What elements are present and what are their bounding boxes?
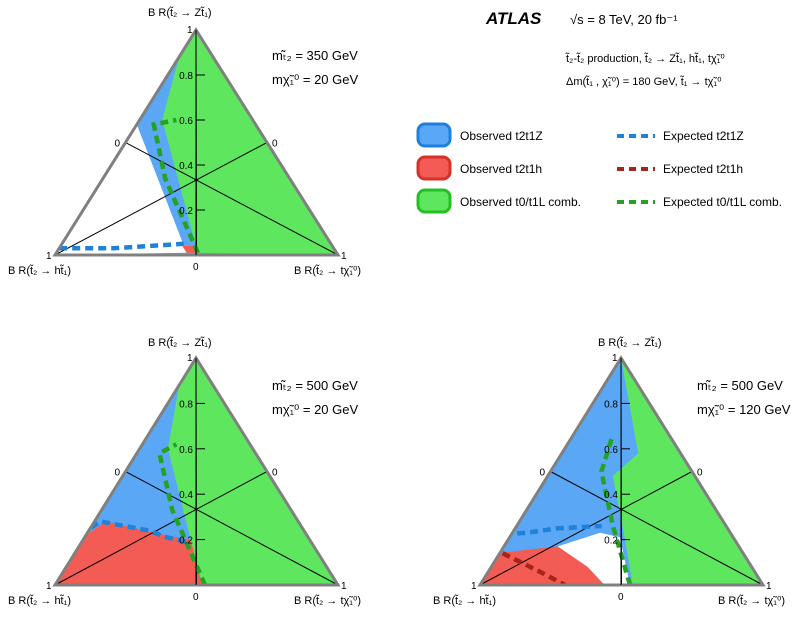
- corner-label-left-top-left: B R(t̃₂ → ht̃₁): [8, 264, 71, 277]
- median-line-2-bottom-right: [550, 471, 764, 586]
- corner-label-top-bottom-right: B R(t̃₂ → Zt̃₁): [598, 336, 662, 349]
- region-uncovered-bottom-right: [557, 532, 630, 585]
- axis-tick-label-bottom-left: 0.6: [179, 445, 193, 456]
- side-label-mid-left-bottom-right: 0: [540, 468, 546, 479]
- axis-tick-label-bottom-right: 0.4: [604, 490, 618, 501]
- mass-label-neutralino-top-left: mχ̃₁⁰ = 20 GeV: [272, 72, 358, 87]
- legend-swatch-observed-t2t1z: [416, 122, 452, 148]
- expected-expected-t0-t1l-comb--bottom-left: [156, 442, 208, 585]
- corner-label-top-top-left: B R(t̃₂ → Zt̃₁): [148, 6, 212, 19]
- legend-label-expected-t2t1z: Expected t2t1Z: [663, 129, 744, 143]
- side-label-mid-right-bottom-right: 0: [697, 468, 703, 479]
- side-label-top-top-left: 1: [187, 25, 193, 36]
- axis-tick-label-bottom-right: 0.2: [604, 536, 618, 547]
- legend-item-observed-t2t1h: Observed t2t1h: [416, 155, 542, 181]
- region-observed-t2t1h-bottom-right: [480, 546, 605, 585]
- experiment-label: ATLAS: [485, 9, 542, 28]
- legend-swatch-observed-t2t1h: [416, 155, 452, 181]
- side-label-bottom-center-bottom-left: 0: [193, 592, 199, 603]
- legend-label-observed-t2t1h: Observed t2t1h: [460, 162, 542, 176]
- side-label-bottom-center-top-left: 0: [193, 262, 199, 273]
- corner-label-top-bottom-left: B R(t̃₂ → Zt̃₁): [148, 336, 212, 349]
- corner-label-right-bottom-left: B R(t̃₂ → tχ̃₁⁰): [294, 594, 361, 607]
- axis-tick-label-top-left: 0.2: [179, 206, 193, 217]
- side-label-bottom-center-bottom-right: 0: [618, 592, 624, 603]
- region-observed-t0-t1l-comb--top-left: [162, 30, 338, 255]
- axis-tick-label-bottom-left: 0.2: [179, 536, 193, 547]
- side-label-top-bottom-left: 1: [187, 353, 193, 364]
- legend-item-expected-t2t1h: Expected t2t1h: [617, 162, 743, 176]
- axis-tick-label-bottom-right: 0.6: [604, 445, 618, 456]
- side-label-bottom-left-bottom-right: 1: [471, 581, 477, 592]
- side-label-mid-right-bottom-left: 0: [272, 468, 278, 479]
- mass-label-stop2-top-left: mₜ̃₂ = 350 GeV: [272, 48, 358, 63]
- mass-label-neutralino-bottom-right: mχ̃₁⁰ = 120 GeV: [697, 402, 791, 417]
- axis-tick-label-top-left: 0.8: [179, 71, 193, 82]
- corner-label-left-bottom-right: B R(t̃₂ → ht̃₁): [433, 594, 496, 607]
- side-label-mid-right-top-left: 0: [272, 139, 278, 150]
- process-label: t̃₂-t̃₂ production, t̃₂ → Zt̃₁, ht̃₁, tχ…: [565, 52, 726, 65]
- side-label-mid-left-bottom-left: 0: [115, 468, 121, 479]
- legend: Observed t2t1Z Observed t2t1h Observed t…: [416, 122, 782, 214]
- mass-label-neutralino-bottom-left: mχ̃₁⁰ = 20 GeV: [272, 402, 358, 417]
- side-label-bottom-left-top-left: 1: [46, 251, 52, 262]
- legend-label-expected-comb: Expected t0/t1L comb.: [663, 195, 782, 209]
- side-label-bottom-right-bottom-right: 1: [766, 581, 772, 592]
- mass-label-stop2-bottom-right: mₜ̃₂ = 500 GeV: [697, 378, 783, 393]
- axis-tick-label-top-left: 0.4: [179, 161, 193, 172]
- legend-label-observed-comb: Observed t0/t1L comb.: [460, 195, 581, 209]
- region-observed-t0-t1l-comb--bottom-right: [612, 358, 763, 585]
- region-observed-t0-t1l-comb--bottom-left: [167, 358, 338, 585]
- corner-label-left-bottom-left: B R(t̃₂ → ht̃₁): [8, 594, 71, 607]
- corner-label-right-bottom-right: B R(t̃₂ → tχ̃₁⁰): [718, 594, 785, 607]
- axis-tick-label-bottom-left: 0.4: [179, 490, 193, 501]
- triangle-plot-bottom-left: 0.2 0.4 0.6 0.8 1 0 0 1 1 0 mₜ̃₂ = 500 GeV mχ̃₁⁰ = …: [8, 336, 361, 607]
- expected-expected-t2t1z-bottom-left: [79, 519, 188, 545]
- legend-label-observed-t2t1z: Observed t2t1Z: [460, 129, 543, 143]
- triangle-plot-bottom-right: 0.2 0.4 0.6 0.8 1 0 0 1 1 0 mₜ̃₂ = 500 GeV mχ̃₁⁰ = …: [433, 336, 791, 607]
- median-line-0-bottom-left: [54, 471, 268, 586]
- side-label-top-bottom-right: 1: [612, 353, 618, 364]
- side-label-bottom-left-bottom-left: 1: [46, 581, 52, 592]
- side-label-mid-left-top-left: 0: [115, 139, 121, 150]
- expected-expected-t2t1h-bottom-right: [501, 551, 566, 585]
- triangle-plot-top-left: 0.2 0.4 0.6 0.8 1 0 0 1 1 0 mₜ̃₂ = 350 GeV mχ̃₁⁰ = …: [8, 6, 361, 277]
- mass-splitting-label: Δm(t̃₁ , χ̃₁⁰) = 180 GeV, t̃₁ → tχ̃₁⁰: [566, 75, 722, 88]
- legend-item-expected-comb: Expected t0/t1L comb.: [617, 195, 782, 209]
- axis-tick-label-bottom-left: 0.8: [179, 399, 193, 410]
- axis-tick-label-top-left: 0.6: [179, 116, 193, 127]
- legend-item-observed-t2t1z: Observed t2t1Z: [416, 122, 543, 148]
- legend-swatch-observed-comb: [416, 188, 452, 214]
- mass-label-stop2-bottom-left: mₜ̃₂ = 500 GeV: [272, 378, 358, 393]
- side-label-bottom-right-bottom-left: 1: [341, 581, 347, 592]
- median-line-2-bottom-left: [125, 471, 339, 586]
- corner-label-right-top-left: B R(t̃₂ → tχ̃₁⁰): [294, 264, 361, 277]
- median-line-0-top-left: [54, 142, 268, 256]
- side-label-bottom-right-top-left: 1: [341, 251, 347, 262]
- legend-item-expected-t2t1z: Expected t2t1Z: [617, 129, 744, 143]
- expected-expected-t2t1z-top-left: [59, 241, 184, 251]
- expected-expected-t0-t1l-comb--top-left: [151, 117, 200, 254]
- legend-item-observed-comb: Observed t0/t1L comb.: [416, 188, 581, 214]
- energy-label: √s = 8 TeV, 20 fb⁻¹: [570, 12, 678, 27]
- axis-tick-label-bottom-right: 0.8: [604, 399, 618, 410]
- legend-label-expected-t2t1h: Expected t2t1h: [663, 162, 743, 176]
